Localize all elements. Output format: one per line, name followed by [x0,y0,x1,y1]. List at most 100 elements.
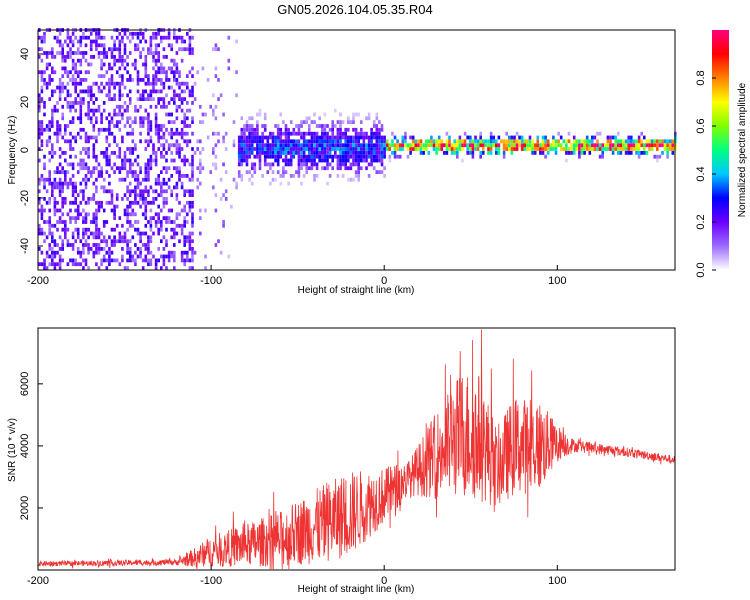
spectrogram-cell [105,200,109,205]
spectrogram-cell [108,158,111,163]
spectrogram-cell [175,143,179,148]
snr-frame [37,327,676,571]
spectrogram-cell [131,223,135,228]
spectrogram-cell [162,177,166,182]
spectrogram-cell [48,216,51,220]
spectrogram-cell [162,189,166,194]
spectrogram-cell [300,154,303,159]
spectrogram-cell [84,43,88,48]
spectrogram-cell [157,212,160,217]
spectrogram-cell [315,151,319,155]
spectrogram-cell [668,147,672,151]
spectrogram-cell [188,51,192,55]
spectrogram-cell [378,158,381,163]
spectrogram-cell [92,250,96,255]
spectrogram-cell [162,131,166,136]
spectrogram-cell [637,147,641,151]
spectrogram-cell [162,204,166,209]
spectrogram-cell [134,243,137,247]
spectrogram-cell [131,147,135,151]
spectrogram-cell [591,135,594,140]
spectrogram-cell [495,151,498,155]
spectrogram-cell [380,124,384,128]
spectrogram-cell [365,147,368,151]
spectrogram-cell [134,185,137,190]
spectrogram-cell [79,162,83,167]
spectrogram-cell [162,135,166,140]
spectrogram-cell [183,174,186,178]
spectrogram-cell [141,124,145,128]
spectrogram-cell [508,139,511,144]
spectrogram-cell [92,143,96,148]
spectrogram-cell [45,200,49,205]
spectrogram-cell [497,147,501,151]
spectrogram-cell [191,101,194,105]
spectrogram-cell [69,131,72,136]
spectrogram-cell [398,143,402,148]
spectrogram-cell [289,120,293,124]
spectrogram-cell [248,147,251,151]
spectrogram-cell [191,250,194,255]
spectrogram-cell [165,112,168,117]
spectrogram-cell [84,35,88,40]
spectrogram-cell [196,166,199,171]
spectrogram-cell [339,112,342,117]
spectrogram-cell [53,250,57,255]
spectrogram-cell [48,139,51,144]
spectrogram-cell [126,197,129,201]
spectrogram-cell [448,135,451,140]
spectrogram-cell [162,216,166,220]
spectrogram-cell [305,120,308,124]
spectrogram-cell [167,131,171,136]
spectrogram-cell [344,166,347,171]
spectrogram-cell [466,147,469,151]
spectrogram-cell [489,139,493,144]
spectrogram-cell [154,131,158,136]
spectrogram-cell [191,131,194,136]
spectrogram-cell [61,220,64,224]
spectrogram-cell [435,147,438,151]
spectrogram-cell [237,162,241,167]
spectrogram-cell [152,66,155,71]
spectrogram-cell [84,231,88,236]
spectrogram-cell [175,223,179,228]
spectrogram-cell [84,216,88,220]
spectrogram-cell [51,231,54,236]
spectrogram-cell [627,139,630,144]
spectrogram-cell [144,166,148,171]
spectrogram-cell [609,135,612,140]
spectrogram-cell [289,143,293,148]
spectrogram-cell [214,193,218,197]
spectrogram-cell [149,258,153,263]
spectrogram-cell [193,250,197,255]
spectrogram-cell [191,147,194,151]
spectrogram-cell [154,266,158,270]
spectrogram-cell [100,262,103,267]
spectrogram-cell [71,166,75,171]
spectrogram-cell [69,258,72,263]
spectrogram-cell [126,147,129,151]
spectrogram-cell [87,147,90,151]
spectrogram-cell [79,81,83,86]
spectrogram-cell [271,162,275,167]
spectrogram-cell [154,258,158,263]
spectrogram-cell [360,127,363,132]
spectrogram-cell [79,127,83,132]
spectrogram-cell [38,177,41,182]
spectrogram-cell [313,158,316,163]
spectrogram-cell [354,112,358,117]
spectrogram-cell [360,151,363,155]
spectrogram-cell [139,139,142,144]
spectrogram-cell [131,174,135,178]
spectrogram-cell [302,143,306,148]
spectrogram-cell [360,131,363,136]
spectrogram-cell [167,220,171,224]
spectrogram-cell [58,208,62,213]
spectrogram-cell [502,143,506,148]
spectrogram-cell [154,154,158,159]
spectrogram-cell [128,131,132,136]
spectrogram-cell [165,200,168,205]
spectrogram-cell [461,158,464,163]
spectrogram-cell [331,154,334,159]
spectrogram-cell [149,97,153,101]
